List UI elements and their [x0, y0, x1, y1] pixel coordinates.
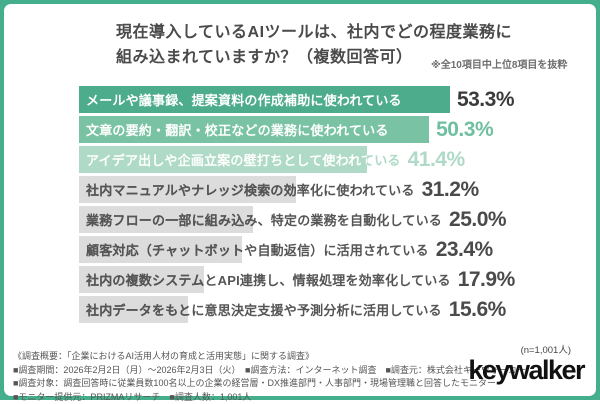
- bar-label-inbar: アイデア出しや企画立案の壁打ちとして使われている: [86, 152, 367, 168]
- bar-label-wrap: 社内マニュアルやナレッジ検索の効率化に使われている 社内マニュアルやナレッジ検索…: [86, 180, 415, 200]
- bar: [79, 86, 450, 113]
- survey-line: ■モニター提供元：PRIZMAリサーチ ■調査人数：1,001人: [13, 391, 252, 402]
- value-label: 50.3%: [436, 117, 494, 141]
- bar-label-inbar: 顧客対応（チャットボットや自動返信）に活用されている: [86, 242, 242, 258]
- bar-label-inbar: 社内の複数システムとAPI連携し、情報処理を効率化している: [86, 272, 204, 288]
- bar-label-wrap: 社内の複数システムとAPI連携し、情報処理を効率化している 社内の複数システムと…: [86, 270, 451, 290]
- bar-row: アイデア出しや企画立案の壁打ちとして使われている アイデア出しや企画立案の壁打ち…: [79, 146, 586, 173]
- value-label: 23.4%: [435, 237, 494, 261]
- excerpt-note: ※全10項目中上位8項目を抜粋: [431, 60, 568, 71]
- bar-row: 社内マニュアルやナレッジ検索の効率化に使われている 社内マニュアルやナレッジ検索…: [79, 176, 586, 203]
- bar-label: 社内の複数システムとAPI連携し、情報処理を効率化している: [86, 272, 451, 288]
- bar-label: 文章の要約・翻訳・校正などの業務に使われている: [86, 122, 389, 138]
- bar-label-inbar: 社内データをもとに意思決定支援や予測分析に活用している: [86, 302, 188, 318]
- bar: [79, 176, 297, 203]
- bar-label: 社内データをもとに意思決定支援や予測分析に活用している: [86, 302, 442, 318]
- survey-line: ■調査期間：2026年2月2日（月）～2026年2月3日（火） ■調査方法：イン…: [13, 364, 526, 375]
- bar-row: 顧客対応（チャットボットや自動返信）に活用されている 顧客対応（チャットボットや…: [79, 236, 586, 263]
- chart-title-line-2: 組み込まれていますか？（複数回答可）: [116, 48, 413, 66]
- chart-title-line-1: 現在導入しているAIツールは、社内でどの程度業務に: [116, 24, 513, 41]
- bar-row: メールや議事録、提案資料の作成補助に使われている メールや議事録、提案資料の作成…: [79, 86, 586, 113]
- bar-label-wrap: アイデア出しや企画立案の壁打ちとして使われている アイデア出しや企画立案の壁打ち…: [86, 150, 401, 170]
- value-label: 25.0%: [449, 207, 507, 231]
- chart-title: 現在導入しているAIツールは、社内でどの程度業務に 組み込まれていますか？（複数…: [116, 21, 512, 71]
- bar-label-wrap: 文章の要約・翻訳・校正などの業務に使われている 文章の要約・翻訳・校正などの業務…: [86, 120, 429, 140]
- value-label: 31.2%: [421, 177, 480, 201]
- bar: [79, 116, 430, 143]
- survey-overview: 《調査概要：「企業におけるAI活用人材の育成と活用実態」に関する調査》 ■調査期…: [13, 350, 526, 404]
- survey-line: 《調査概要：「企業におけるAI活用人材の育成と活用実態」に関する調査》: [13, 351, 315, 361]
- bar: [79, 236, 242, 263]
- bar: [79, 206, 253, 233]
- bar: [79, 146, 368, 173]
- bar-label: 社内マニュアルやナレッジ検索の効率化に使われている: [86, 182, 415, 198]
- bar-row: 文章の要約・翻訳・校正などの業務に使われている 文章の要約・翻訳・校正などの業務…: [79, 116, 586, 143]
- value-label: 41.4%: [407, 147, 466, 171]
- bar-label: 顧客対応（チャットボットや自動返信）に活用されている: [86, 242, 429, 258]
- bar-chart: メールや議事録、提案資料の作成補助に使われている メールや議事録、提案資料の作成…: [79, 86, 586, 326]
- bar-label: 業務フローの一部に組み込み、特定の業務を自動化している: [86, 212, 443, 228]
- bar-label: アイデア出しや企画立案の壁打ちとして使われている: [86, 152, 401, 168]
- bar-row: 業務フローの一部に組み込み、特定の業務を自動化している 業務フローの一部に組み込…: [79, 206, 586, 233]
- survey-line: ■調査対象：調査回答時に従業員数100名以上の企業の経営層・DX推進部門・人事部…: [13, 378, 496, 389]
- bar: [79, 296, 188, 323]
- bar-row: 社内の複数システムとAPI連携し、情報処理を効率化している 社内の複数システムと…: [79, 266, 586, 293]
- sample-size-note: (n=1,001人): [520, 345, 571, 356]
- bar-label-inbar: 業務フローの一部に組み込み、特定の業務を自動化している: [86, 212, 253, 228]
- bar-label-wrap: メールや議事録、提案資料の作成補助に使われている メールや議事録、提案資料の作成…: [86, 90, 450, 110]
- value-label: 53.3%: [456, 87, 515, 111]
- bar: [79, 266, 204, 293]
- bar-label-inbar: 社内マニュアルやナレッジ検索の効率化に使われている: [86, 182, 297, 198]
- keywalker-logo: keywalker: [468, 355, 585, 385]
- bar-label-wrap: 顧客対応（チャットボットや自動返信）に活用されている 顧客対応（チャットボットや…: [86, 240, 429, 260]
- bar-label: メールや議事録、提案資料の作成補助に使われている: [86, 92, 402, 108]
- bar-row: 社内データをもとに意思決定支援や予測分析に活用している 社内データをもとに意思決…: [79, 296, 586, 323]
- infographic-card: 現在導入しているAIツールは、社内でどの程度業務に 組み込まれていますか？（複数…: [4, 4, 596, 402]
- value-label: 15.6%: [448, 297, 507, 321]
- bar-label-inbar: 文章の要約・翻訳・校正などの業務に使われている: [86, 122, 389, 138]
- bar-label-wrap: 社内データをもとに意思決定支援や予測分析に活用している 社内データをもとに意思決…: [86, 300, 442, 320]
- value-label: 17.9%: [457, 267, 516, 291]
- bar-label-wrap: 業務フローの一部に組み込み、特定の業務を自動化している 業務フローの一部に組み込…: [86, 210, 442, 230]
- bar-label-inbar: メールや議事録、提案資料の作成補助に使われている: [86, 92, 402, 108]
